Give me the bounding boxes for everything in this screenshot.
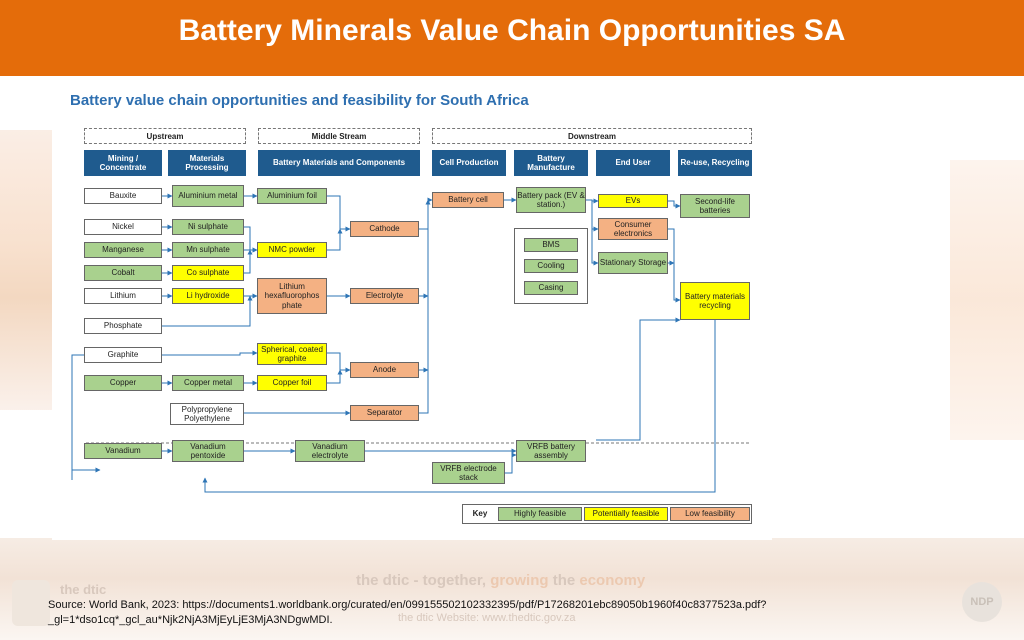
key-potentially-feasible: Potentially feasible	[584, 507, 668, 521]
slogan-together: - together,	[413, 572, 487, 589]
node-polymer: Polypropylene Polyethylene	[170, 403, 244, 425]
node-vrfb-battery-assembly: VRFB battery assembly	[516, 440, 586, 462]
footer-website: the dtic Website: www.thedtic.gov.za	[398, 612, 576, 624]
node-aluminium-metal: Aluminium metal	[172, 185, 244, 207]
node-electrolyte: Electrolyte	[350, 288, 419, 304]
node-battery-materials-recycling: Battery materials recycling	[680, 282, 750, 320]
key-highly-feasible: Highly feasible	[498, 507, 582, 521]
node-cobalt: Cobalt	[84, 265, 162, 281]
node-aluminium-foil: Aluminium foil	[257, 188, 327, 204]
footer-background	[0, 538, 1024, 640]
node-casing: Casing	[524, 281, 578, 295]
node-evs: EVs	[598, 194, 668, 208]
node-phosphate: Phosphate	[84, 318, 162, 334]
ndp-logo: NDP	[962, 582, 1002, 622]
node-li-hydroxide: Li hydroxide	[172, 288, 244, 304]
node-bauxite: Bauxite	[84, 188, 162, 204]
node-stationary-storage: Stationary Storage	[598, 252, 668, 274]
node-cathode: Cathode	[350, 221, 419, 237]
node-mn-sulphate: Mn sulphate	[172, 242, 244, 258]
node-consumer-electronics: Consumer electronics	[598, 218, 668, 240]
column-header-end-user: End User	[596, 150, 670, 176]
dtic-logo-text: the dtic	[60, 582, 107, 597]
background-decoration-left	[0, 130, 60, 410]
key-label: Key	[472, 509, 488, 519]
node-lithium-hexafluorophosphate: Lithium hexafluorophos phate	[257, 278, 327, 314]
node-bms: BMS	[524, 238, 578, 252]
node-vanadium: Vanadium	[84, 443, 162, 459]
column-header-battery-materials: Battery Materials and Components	[258, 150, 420, 176]
node-vanadium-electrolyte: Vanadium electrolyte	[295, 440, 365, 462]
node-spherical-graphite: Spherical, coated graphite	[257, 343, 327, 365]
title-bar: Battery Minerals Value Chain Opportuniti…	[0, 0, 1024, 76]
node-vrfb-electrode-stack: VRFB electrode stack	[432, 462, 505, 484]
node-vanadium-pentoxide: Vanadium pentoxide	[172, 440, 244, 462]
source-citation: Source: World Bank, 2023: https://docume…	[48, 599, 767, 626]
node-ni-sulphate: Ni sulphate	[172, 219, 244, 235]
key-low-feasibility: Low feasibility	[670, 507, 750, 521]
footer-slogan: the dtic - together, growing the economy	[356, 572, 645, 589]
column-header-cell: Cell Production	[432, 150, 506, 176]
background-decoration-right	[950, 160, 1024, 440]
node-anode: Anode	[350, 362, 419, 378]
section-upstream: Upstream	[84, 128, 246, 144]
node-second-life-batteries: Second-life batteries	[680, 194, 750, 218]
column-header-reuse: Re-use, Recycling	[678, 150, 752, 176]
section-downstream: Downstream	[432, 128, 752, 144]
node-nmc-powder: NMC powder	[257, 242, 327, 258]
node-nickel: Nickel	[84, 219, 162, 235]
node-copper-metal: Copper metal	[172, 375, 244, 391]
coat-of-arms-logo	[12, 580, 50, 626]
node-separator: Separator	[350, 405, 419, 421]
node-copper: Copper	[84, 375, 162, 391]
node-graphite: Graphite	[84, 347, 162, 363]
node-copper-foil: Copper foil	[257, 375, 327, 391]
node-cooling: Cooling	[524, 259, 578, 273]
node-co-sulphate: Co sulphate	[172, 265, 244, 281]
node-lithium: Lithium	[84, 288, 162, 304]
column-header-manufacture: Battery Manufacture	[514, 150, 588, 176]
slogan-growing: growing	[490, 572, 549, 589]
page-title: Battery Minerals Value Chain Opportuniti…	[178, 14, 846, 47]
slogan-the: the	[552, 572, 576, 589]
node-battery-pack: Battery pack (EV & station.)	[516, 187, 586, 213]
node-battery-cell: Battery cell	[432, 192, 504, 208]
diagram-subtitle: Battery value chain opportunities and fe…	[70, 92, 529, 109]
node-manganese: Manganese	[84, 242, 162, 258]
column-header-processing: Materials Processing	[168, 150, 246, 176]
section-midstream: Middle Stream	[258, 128, 420, 144]
slogan-dtic: the dtic	[356, 572, 410, 589]
column-header-mining: Mining / Concentrate	[84, 150, 162, 176]
slogan-economy: economy	[579, 572, 646, 589]
